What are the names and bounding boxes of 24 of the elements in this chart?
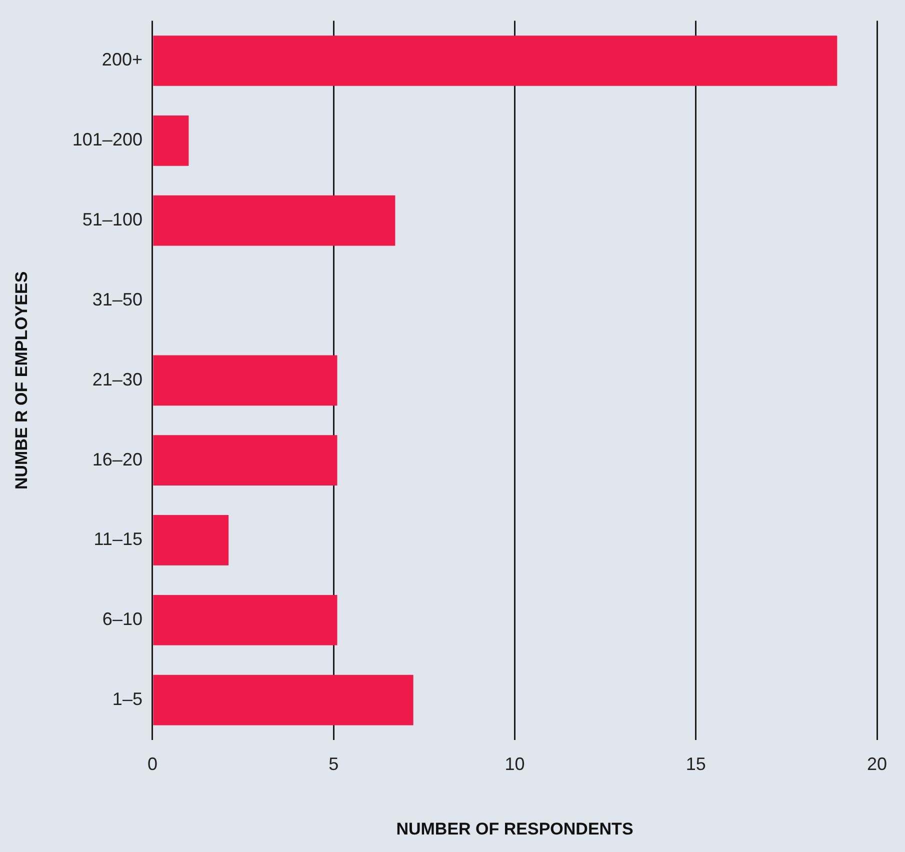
x-tick-label: 10	[504, 754, 525, 774]
bar	[153, 355, 338, 406]
x-tick-label: 0	[147, 754, 158, 774]
y-tick-label: 21–30	[92, 369, 142, 390]
bar	[153, 594, 338, 646]
x-tick-label: 15	[686, 754, 706, 774]
y-tick-label: 16–20	[92, 449, 142, 470]
y-tick-label: 200+	[102, 50, 142, 70]
y-tick-label: 6–10	[102, 609, 142, 630]
y-tick-label: 51–100	[82, 210, 142, 230]
bar	[153, 435, 338, 486]
y-tick-label: 11–15	[94, 529, 142, 550]
x-tick-label: 5	[328, 754, 339, 774]
bar	[153, 195, 396, 246]
y-tick-label: 1–5	[112, 689, 142, 710]
x-tick-label: 20	[866, 754, 888, 774]
bar	[153, 674, 414, 726]
bar	[153, 36, 838, 86]
y-tick-label: 101–200	[72, 130, 142, 150]
bar	[153, 515, 229, 566]
y-tick-label: 31–50	[92, 289, 142, 310]
x-axis-title: NUMBER OF RESPONDENTS	[396, 819, 634, 838]
y-axis-title: NUMBE R OF EMPLOYEES	[12, 271, 31, 490]
bar	[153, 115, 189, 166]
